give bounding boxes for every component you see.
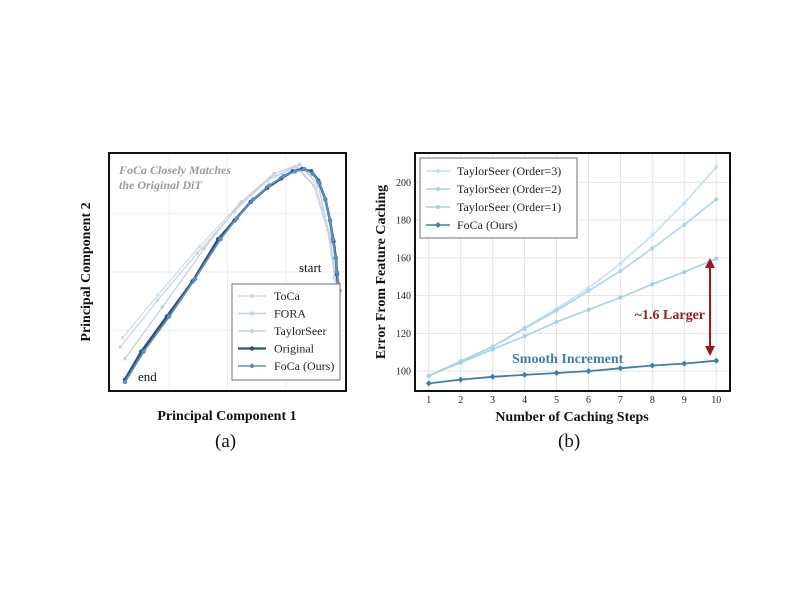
point-toca-2	[197, 244, 202, 249]
y-axis-label-a: Principal Component 2	[79, 202, 94, 341]
point-fora-0	[123, 356, 127, 361]
legend-label-fora: FORA	[274, 307, 306, 321]
series-line-taylorseer	[119, 166, 338, 348]
annotation-line-2: the Original DiT	[119, 178, 202, 192]
point-fora-4	[272, 171, 276, 176]
point-taylorseer-4	[265, 178, 269, 183]
legend-marker-taylorseer	[249, 328, 255, 334]
legend-marker-toca	[249, 293, 255, 299]
point-taylorseer-7	[325, 228, 330, 232]
legend-label-original: Original	[274, 342, 315, 356]
legend-marker-foca-ours	[249, 363, 255, 369]
point-foca-ours-7	[267, 183, 272, 188]
legend-box-a	[231, 283, 341, 381]
point-foca-ours-9	[292, 169, 298, 174]
x-axis-label-a: Principal Component 1	[157, 409, 296, 424]
legend-a: ToCa FORA TaylorSeer Original FoCa (Ours)	[231, 283, 341, 381]
point-foca-ours-16	[333, 255, 338, 261]
point-foca-ours-13	[323, 197, 328, 202]
legend-label-toca: ToCa	[274, 289, 300, 303]
point-toca-1	[155, 293, 160, 298]
series-line-foca-ours	[124, 168, 341, 383]
point-foca-ours-4	[218, 237, 223, 242]
point-fora-2	[202, 246, 206, 251]
point-foca-ours-1	[141, 349, 146, 354]
point-foca-ours-14	[327, 218, 333, 223]
point-foca-ours-8	[281, 173, 286, 179]
point-foca-ours-3	[192, 276, 198, 282]
point-foca-ours-15	[330, 237, 336, 242]
point-foca-ours-0	[122, 379, 128, 385]
point-fora-5	[297, 162, 302, 167]
legend-marker-original	[249, 346, 255, 351]
point-taylorseer-6	[311, 183, 316, 188]
start-label: start	[299, 260, 322, 275]
point-foca-ours-2	[167, 314, 172, 319]
point-taylorseer-2	[195, 251, 200, 256]
point-foca-ours-12	[317, 180, 322, 186]
point-foca-ours-17	[334, 269, 340, 275]
point-taylorseer-1	[155, 298, 160, 302]
point-foca-ours-5	[234, 215, 240, 221]
point-fora-3	[239, 200, 244, 204]
legend-label-taylorseer: TaylorSeer	[274, 324, 326, 338]
point-taylorseer-0	[118, 345, 123, 349]
point-foca-ours-6	[250, 197, 256, 202]
point-taylorseer-3	[232, 209, 237, 213]
point-foca-ours-10	[302, 166, 307, 172]
legend-label-foca-ours: FoCa (Ours)	[274, 359, 334, 373]
point-fora-1	[160, 305, 165, 309]
legend-marker-fora	[249, 311, 255, 316]
caption-b: (b)	[558, 431, 581, 452]
point-taylorseer-5	[293, 164, 297, 169]
point-foca-ours-11	[310, 171, 315, 176]
caption-a: (a)	[215, 431, 237, 452]
end-label: end	[138, 369, 157, 384]
series-group-a	[118, 162, 342, 385]
point-toca-0	[120, 335, 125, 340]
annotation-line-1: FoCa Closely Matches	[118, 163, 231, 177]
